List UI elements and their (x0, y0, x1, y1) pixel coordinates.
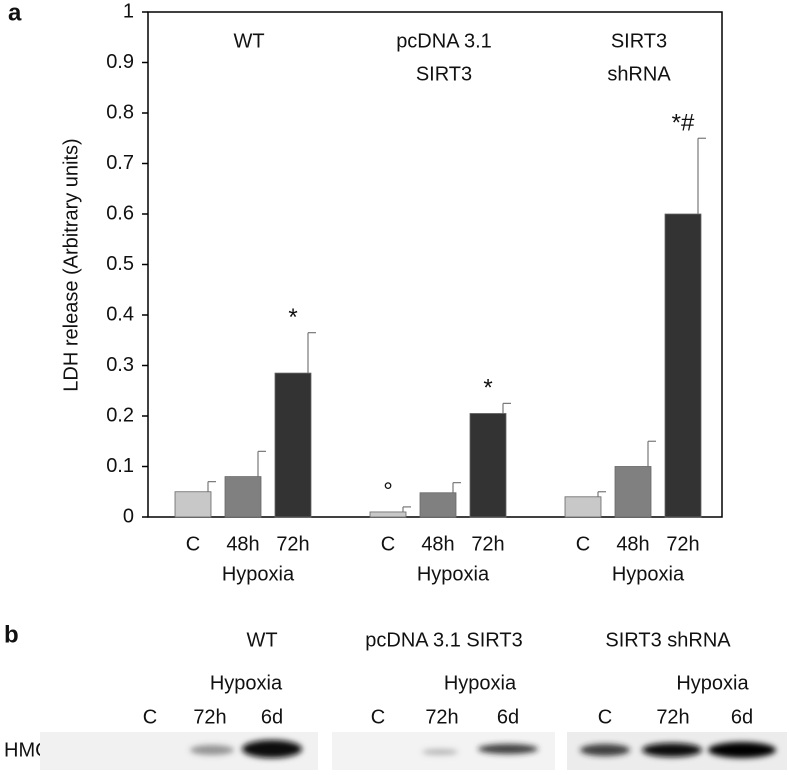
significance-mark: * (483, 375, 492, 402)
y-axis-title: LDH release (Arbitrary units) (60, 138, 82, 391)
x-tick-label: C (576, 533, 590, 555)
lane-label: 72h (656, 706, 689, 728)
lane-label: 6d (731, 706, 753, 728)
band (642, 743, 702, 757)
y-tick-label: 0.6 (106, 202, 134, 224)
x-tick-label: 72h (666, 533, 699, 555)
x-tick-label: 72h (471, 533, 504, 555)
y-tick-label: 0.5 (106, 253, 134, 275)
bar (469, 413, 507, 518)
bar (369, 511, 407, 518)
blot-condition: Hypoxia (210, 672, 283, 694)
significance-mark: *# (672, 110, 695, 137)
panel-label: a (8, 0, 22, 26)
x-tick-label: 72h (276, 533, 309, 555)
band (242, 740, 302, 758)
y-tick-label: 0.3 (106, 354, 134, 376)
group-sublabel: Hypoxia (417, 563, 490, 585)
blot-group-title: SIRT3 shRNA (605, 629, 731, 651)
y-tick-label: 0.1 (106, 455, 134, 477)
group-label: shRNA (607, 63, 671, 85)
group-label: SIRT3 (416, 63, 472, 85)
x-tick-label: 48h (421, 533, 454, 555)
bar (419, 492, 457, 518)
bar (664, 213, 702, 518)
lane-label: C (371, 706, 385, 728)
y-tick-label: 1 (123, 0, 134, 22)
group-sublabel: Hypoxia (222, 563, 295, 585)
band (580, 744, 630, 756)
x-tick-label: C (186, 533, 200, 555)
blot-condition: Hypoxia (676, 672, 749, 694)
lane-label: 6d (497, 706, 519, 728)
lane-label: C (598, 706, 612, 728)
bar (614, 466, 652, 518)
x-tick-label: C (381, 533, 395, 555)
band (190, 745, 234, 755)
bar (564, 496, 602, 518)
bar (174, 491, 212, 518)
y-tick-label: 0.2 (106, 404, 134, 426)
y-tick-label: 0 (123, 505, 134, 527)
band (422, 749, 458, 755)
bar (224, 476, 262, 518)
group-sublabel: Hypoxia (612, 563, 685, 585)
panel-label: b (4, 621, 19, 648)
y-tick-label: 0.7 (106, 152, 134, 174)
x-tick-label: 48h (616, 533, 649, 555)
lane-label: 72h (193, 706, 226, 728)
significance-mark: ° (383, 478, 393, 505)
group-label: WT (233, 30, 264, 52)
band (478, 744, 538, 754)
lane-label: 6d (261, 706, 283, 728)
group-label: pcDNA 3.1 (396, 30, 492, 52)
blot-group-title: pcDNA 3.1 SIRT3 (365, 629, 522, 651)
blot-group-title: WT (246, 629, 277, 651)
blot-condition: Hypoxia (444, 672, 517, 694)
band (708, 742, 776, 758)
x-tick-label: 48h (226, 533, 259, 555)
plot-frame (147, 11, 723, 518)
y-tick-label: 0.9 (106, 51, 134, 73)
y-tick-label: 0.8 (106, 101, 134, 123)
bar (274, 372, 312, 518)
group-label: SIRT3 (611, 30, 667, 52)
y-tick-label: 0.4 (106, 303, 134, 325)
lane-label: 72h (425, 706, 458, 728)
blot-bands (190, 740, 776, 758)
significance-mark: * (288, 304, 297, 331)
lane-label: C (143, 706, 157, 728)
